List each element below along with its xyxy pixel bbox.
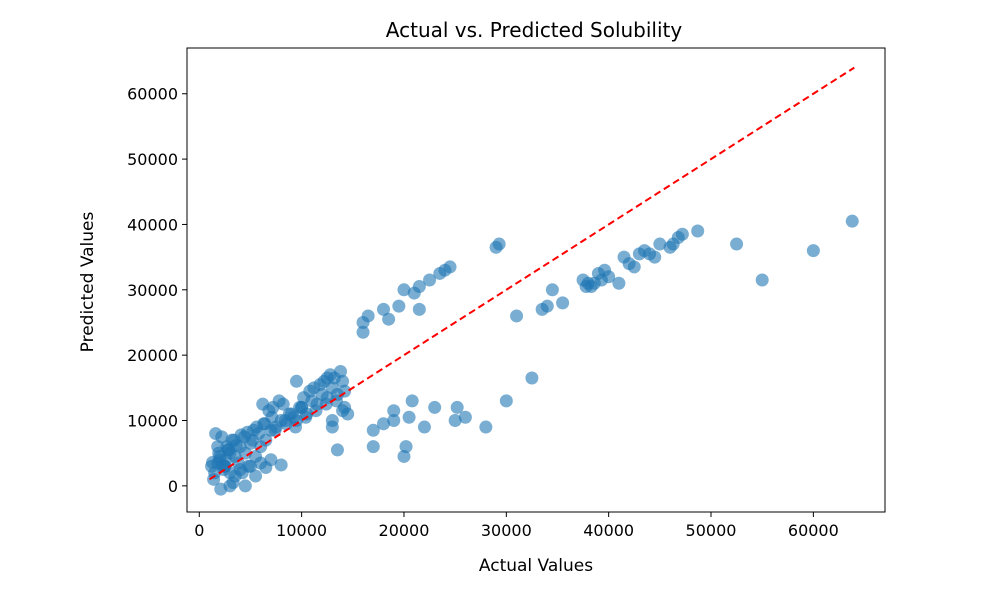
data-point [755, 273, 769, 287]
plot-frame [186, 47, 886, 513]
y-tick-label: 40000 [127, 215, 178, 234]
data-point [295, 400, 309, 414]
x-tick-label: 20000 [379, 521, 430, 540]
data-point [405, 394, 419, 408]
data-point [356, 325, 370, 339]
x-tick-label: 50000 [686, 521, 737, 540]
data-point [499, 394, 513, 408]
data-point [268, 423, 282, 437]
data-point [653, 237, 667, 251]
data-point [274, 458, 288, 472]
data-point [325, 414, 339, 428]
data-point [320, 371, 334, 385]
data-point [438, 263, 452, 277]
y-tick-label: 0 [168, 477, 178, 496]
reference-line [208, 66, 855, 481]
data-point [330, 443, 344, 457]
x-tick-label: 60000 [788, 521, 839, 540]
data-point [397, 449, 411, 463]
data-point [627, 260, 641, 274]
data-point [213, 449, 227, 463]
data-point [412, 302, 426, 316]
data-point [265, 410, 279, 424]
data-point [525, 371, 539, 385]
data-point [334, 364, 348, 378]
x-tick-label: 10000 [276, 521, 327, 540]
reference-line-group [208, 66, 855, 481]
data-point [366, 440, 380, 454]
data-point [377, 302, 391, 316]
data-point [399, 440, 413, 454]
data-point [612, 276, 626, 290]
data-point [428, 400, 442, 414]
data-point [691, 224, 705, 238]
data-point [675, 227, 689, 241]
data-point [338, 400, 352, 414]
data-points [205, 214, 859, 496]
data-point [223, 479, 237, 493]
data-point [648, 250, 662, 264]
data-point [382, 312, 396, 326]
data-point [290, 374, 304, 388]
x-tick-label: 30000 [481, 521, 532, 540]
data-point [479, 420, 493, 434]
data-point [238, 479, 252, 493]
data-point [207, 472, 221, 486]
data-point [412, 280, 426, 294]
data-point [243, 459, 257, 473]
data-point [361, 309, 375, 323]
data-point [392, 299, 406, 313]
y-axis-ticks: 0 10000 20000 30000 40000 50000 60000 [127, 85, 187, 496]
data-point [450, 400, 464, 414]
data-point [458, 410, 472, 424]
data-point [387, 414, 401, 428]
y-tick-label: 60000 [127, 85, 178, 104]
data-point [730, 237, 744, 251]
data-point [397, 283, 411, 297]
data-point [259, 461, 273, 475]
data-point [288, 420, 302, 434]
chart-title: Actual vs. Predicted Solubility [386, 18, 683, 42]
y-tick-label: 50000 [127, 150, 178, 169]
x-tick-label: 0 [194, 521, 204, 540]
data-point [377, 417, 391, 431]
data-point [387, 404, 401, 418]
data-point [238, 446, 252, 460]
data-point [602, 270, 616, 284]
data-point [423, 273, 437, 287]
x-axis-ticks: 0 10000 20000 30000 40000 50000 60000 [194, 512, 839, 540]
data-point [278, 414, 292, 428]
x-axis-label: Actual Values [479, 556, 593, 576]
data-point [448, 414, 462, 428]
data-point [845, 214, 859, 228]
data-point [540, 299, 554, 313]
data-point [492, 237, 506, 251]
x-tick-label: 40000 [583, 521, 634, 540]
data-point [249, 469, 263, 483]
data-point [510, 309, 524, 323]
data-point [209, 427, 223, 441]
y-tick-label: 20000 [127, 346, 178, 365]
data-point [545, 283, 559, 297]
data-point [806, 244, 820, 258]
y-axis-label: Predicted Values [78, 211, 98, 352]
data-point [556, 296, 570, 310]
data-point [228, 469, 242, 483]
data-point [417, 420, 431, 434]
data-point [366, 423, 380, 437]
y-tick-label: 30000 [127, 281, 178, 300]
data-point [276, 397, 290, 411]
data-point [402, 410, 416, 424]
y-tick-label: 10000 [127, 412, 178, 431]
